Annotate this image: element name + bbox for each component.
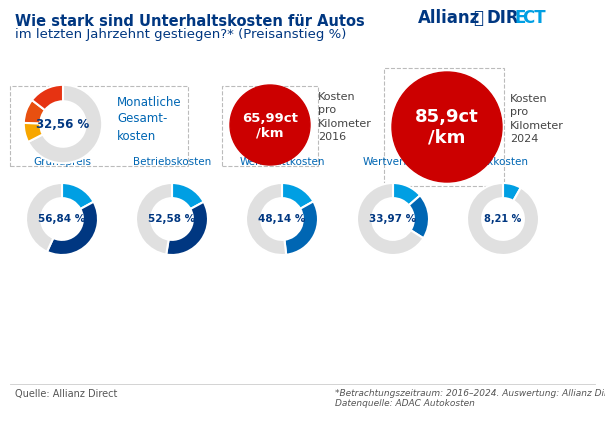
Bar	[222, 86, 318, 166]
Text: 32,56 %: 32,56 %	[36, 117, 90, 131]
Wedge shape	[62, 183, 94, 209]
Wedge shape	[357, 183, 424, 255]
Wedge shape	[26, 183, 62, 252]
Text: Kosten
pro
Kilometer
2024: Kosten pro Kilometer 2024	[510, 94, 564, 144]
Text: Fixkosten: Fixkosten	[479, 157, 528, 167]
Circle shape	[392, 72, 502, 182]
Wedge shape	[24, 100, 45, 123]
Text: Kosten
pro
Kilometer
2016: Kosten pro Kilometer 2016	[318, 92, 372, 142]
Bar	[10, 86, 188, 166]
Text: Wie stark sind Unterhaltskosten für Autos: Wie stark sind Unterhaltskosten für Auto…	[15, 14, 365, 29]
Bar	[384, 68, 504, 186]
Wedge shape	[284, 201, 318, 255]
Text: 56,84 %: 56,84 %	[38, 214, 86, 224]
Text: Allianz: Allianz	[418, 9, 480, 27]
Text: Werkstattkosten: Werkstattkosten	[239, 157, 325, 167]
Wedge shape	[172, 183, 204, 209]
Circle shape	[230, 85, 310, 165]
Wedge shape	[503, 183, 521, 201]
Text: Monatliche
Gesamt-
kosten: Monatliche Gesamt- kosten	[117, 95, 182, 142]
Wedge shape	[393, 183, 420, 205]
Text: 48,14 %: 48,14 %	[258, 214, 306, 224]
Wedge shape	[166, 202, 208, 255]
Wedge shape	[47, 202, 98, 255]
Text: CT: CT	[522, 9, 546, 27]
Text: Wertverlust: Wertverlust	[362, 157, 424, 167]
Text: Ⓜ: Ⓜ	[473, 9, 483, 27]
Text: E: E	[514, 9, 525, 27]
Text: Betriebskosten: Betriebskosten	[133, 157, 211, 167]
Wedge shape	[32, 85, 63, 110]
Text: 65,99ct: 65,99ct	[242, 112, 298, 125]
Text: 52,58 %: 52,58 %	[148, 214, 195, 224]
Wedge shape	[467, 183, 539, 255]
Text: Grundpreis: Grundpreis	[33, 157, 91, 167]
Wedge shape	[409, 195, 429, 238]
Text: /km: /km	[428, 129, 466, 147]
Text: DIR: DIR	[487, 9, 520, 27]
Wedge shape	[282, 183, 313, 209]
Wedge shape	[28, 85, 102, 163]
Text: Quelle: Allianz Direct: Quelle: Allianz Direct	[15, 389, 117, 399]
Text: 85,9ct: 85,9ct	[415, 108, 479, 126]
Text: 8,21 %: 8,21 %	[485, 214, 522, 224]
Text: *Betrachtungszeitraum: 2016–2024. Auswertung: Allianz Direct
Datenquelle: ADAC A: *Betrachtungszeitraum: 2016–2024. Auswer…	[335, 389, 605, 408]
Wedge shape	[246, 183, 286, 255]
Wedge shape	[136, 183, 172, 254]
Wedge shape	[24, 123, 43, 142]
Text: im letzten Jahrzehnt gestiegen?* (Preisanstieg %): im letzten Jahrzehnt gestiegen?* (Preisa…	[15, 28, 347, 41]
Text: /km: /km	[257, 126, 284, 139]
Text: 33,97 %: 33,97 %	[370, 214, 417, 224]
